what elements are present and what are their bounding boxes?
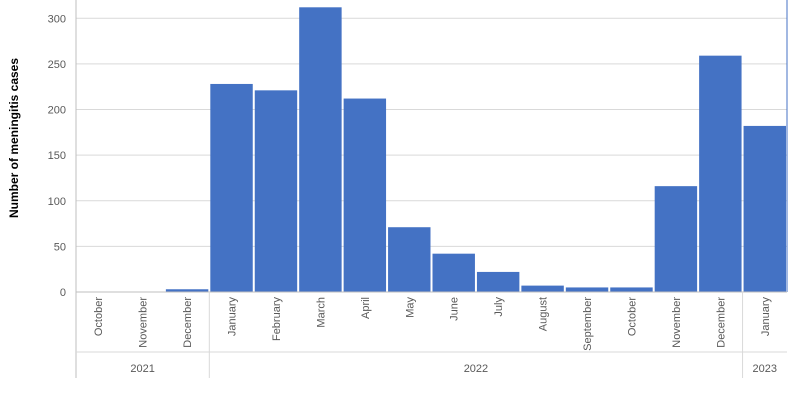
- bar: [299, 7, 342, 293]
- y-tick-label: 300: [48, 13, 66, 25]
- x-tick-label: March: [315, 297, 327, 328]
- y-tick-label: 0: [60, 287, 66, 299]
- x-tick-label: December: [182, 297, 194, 348]
- x-tick-label: November: [671, 297, 683, 348]
- x-tick-label: June: [449, 297, 461, 321]
- y-tick-label: 250: [48, 59, 66, 71]
- x-tick-label: April: [360, 297, 372, 319]
- y-tick-label: 100: [48, 196, 66, 208]
- bar: [343, 98, 387, 292]
- x-tick-label: October: [626, 297, 638, 336]
- bar: [610, 287, 653, 292]
- year-group-label: 2021: [130, 363, 154, 375]
- bar: [388, 227, 431, 292]
- bar: [476, 271, 520, 292]
- x-tick-label: August: [538, 297, 550, 331]
- bar: [165, 289, 209, 292]
- bar: [743, 125, 786, 292]
- bar: [699, 55, 742, 292]
- x-tick-label: October: [93, 297, 105, 336]
- bar: [210, 83, 253, 292]
- y-tick-label: 200: [48, 105, 66, 117]
- bars: [165, 7, 786, 293]
- y-tick-label: 50: [54, 241, 66, 253]
- axes: [75, 0, 788, 378]
- bar: [565, 287, 609, 292]
- x-tick-label: July: [493, 297, 505, 317]
- y-tick-labels: 0 50 100 150 200 250 300: [48, 13, 66, 299]
- x-category-labels: October November December January February Ma…: [93, 297, 772, 351]
- x-tick-label: January: [760, 297, 772, 337]
- x-tick-label: January: [227, 297, 239, 337]
- bar: [254, 90, 298, 293]
- x-year-groups: 2021 2022 2023: [130, 363, 777, 375]
- y-axis-label: Number of meningitis cases: [7, 58, 21, 218]
- bar: [521, 285, 564, 292]
- year-group-label: 2023: [753, 363, 777, 375]
- bar: [432, 253, 475, 292]
- x-tick-label: November: [138, 297, 150, 348]
- bar: [654, 186, 698, 292]
- x-tick-label: December: [715, 297, 727, 348]
- x-tick-label: May: [404, 297, 416, 318]
- y-tick-label: 150: [48, 150, 66, 162]
- x-tick-label: September: [582, 297, 594, 351]
- x-tick-label: February: [271, 297, 283, 342]
- year-group-label: 2022: [464, 363, 488, 375]
